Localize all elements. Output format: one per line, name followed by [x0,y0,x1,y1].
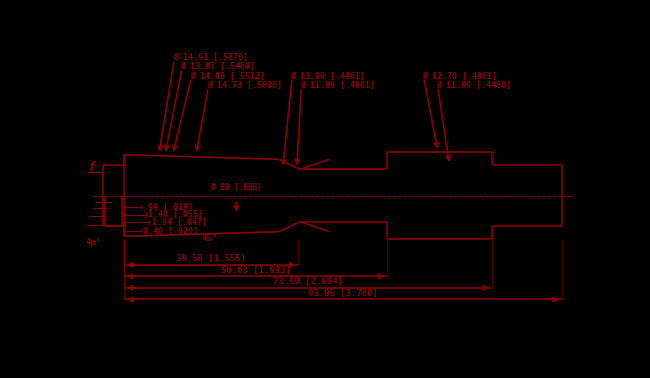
Text: 1.40 [.055]: 1.40 [.055] [148,210,203,219]
Text: 45°: 45° [202,234,218,243]
Text: 1.94 [.047]: 1.94 [.047] [152,218,207,227]
Text: 39.50 [1.555]: 39.50 [1.555] [176,254,246,263]
Text: Ø 14.73 [.5800]: Ø 14.73 [.5800] [207,81,282,90]
Text: 4p°: 4p° [85,238,101,247]
Text: Ø 13.00 [.4961]: Ø 13.00 [.4961] [291,71,365,81]
Text: f: f [88,161,96,174]
Text: Ø 14.93 [.5870]: Ø 14.93 [.5870] [173,53,248,62]
Text: 93.98 [3.700]: 93.98 [3.700] [308,289,378,298]
Text: Ø 13.87 [.5460]: Ø 13.87 [.5460] [181,62,255,71]
Text: .99 [.019]: .99 [.019] [143,203,193,212]
Text: Ø 14.00 [.5512]: Ø 14.00 [.5512] [190,71,265,81]
Text: Ø BB [.BBB]: Ø BB [.BBB] [211,183,262,192]
Text: Ø 11.89 [.4480]: Ø 11.89 [.4480] [436,81,511,90]
Text: Ø 12.70 [.4961]: Ø 12.70 [.4961] [422,71,497,81]
Text: 50.63 [1.993]: 50.63 [1.993] [221,266,291,275]
Text: 0.40 [.020]: 0.40 [.020] [143,226,198,235]
Text: 73.50 [2.894]: 73.50 [2.894] [273,277,343,287]
Text: Ø 11.89 [.4681]: Ø 11.89 [.4681] [300,81,375,90]
